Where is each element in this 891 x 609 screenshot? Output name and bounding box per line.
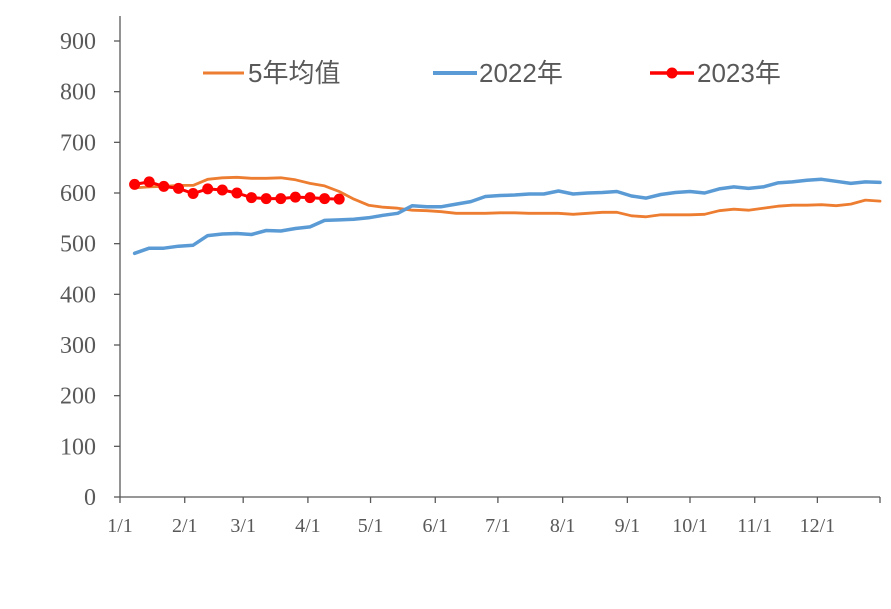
x-tick-label: 10/1 xyxy=(672,515,708,537)
y-tick-label: 700 xyxy=(60,130,96,156)
series-line-avg5 xyxy=(133,175,882,219)
x-tick-label: 12/1 xyxy=(800,515,836,537)
legend-item-2023: 2023年 xyxy=(650,58,781,88)
data-point-y2023 xyxy=(289,191,301,203)
legend-marker-2023 xyxy=(666,67,678,79)
x-tick-label: 6/1 xyxy=(422,515,448,537)
legend-label-2023: 2023年 xyxy=(697,58,781,88)
data-point-y2023 xyxy=(173,182,184,194)
y-tick-label: 300 xyxy=(60,333,96,359)
plot-area xyxy=(129,175,882,256)
data-point-y2023 xyxy=(246,192,257,204)
axes xyxy=(119,16,880,498)
series-line-y2022 xyxy=(132,177,882,256)
data-point-y2023 xyxy=(216,184,228,196)
data-point-y2023 xyxy=(231,187,243,199)
x-tick-label: 8/1 xyxy=(550,515,576,537)
data-point-y2023 xyxy=(129,178,141,190)
y-tick-label: 500 xyxy=(60,232,96,258)
legend-label-2022: 2022年 xyxy=(479,58,563,88)
legend-label-avg5: 5年均值 xyxy=(248,58,340,88)
legend-item-2022: 2022年 xyxy=(433,58,563,88)
y-tick-label: 900 xyxy=(60,29,96,55)
data-point-y2023 xyxy=(187,188,199,199)
x-axis-ticks: 1/1 2/1 3/1 4/1 5/1 6/1 7/1 8/1 9/1 10/1 11/1 12/1 xyxy=(107,497,881,537)
data-point-y2023 xyxy=(260,193,272,205)
y-tick-label: 100 xyxy=(60,434,96,460)
data-point-y2023 xyxy=(158,180,170,192)
x-tick-label: 4/1 xyxy=(295,515,321,537)
x-tick-label: 1/1 xyxy=(107,515,133,537)
data-point-y2023 xyxy=(319,193,331,205)
legend-item-avg5: 5年均值 xyxy=(203,58,340,88)
x-tick-label: 9/1 xyxy=(615,515,641,537)
y-tick-label: 600 xyxy=(60,181,96,207)
y-tick-label: 200 xyxy=(60,384,96,410)
x-tick-label: 7/1 xyxy=(485,515,511,537)
data-point-y2023 xyxy=(275,193,287,205)
x-tick-label: 3/1 xyxy=(230,515,256,537)
data-point-y2023 xyxy=(333,193,345,205)
data-point-y2023 xyxy=(202,183,214,195)
y-tick-label: 800 xyxy=(60,80,96,106)
y-tick-label: 0 xyxy=(84,485,96,511)
x-tick-label: 11/1 xyxy=(737,515,772,537)
y-axis-ticks: 0 100 200 300 400 500 600 700 800 900 xyxy=(60,29,120,511)
x-tick-label: 5/1 xyxy=(358,515,384,537)
data-point-y2023 xyxy=(304,192,316,204)
x-tick-label: 2/1 xyxy=(172,515,198,537)
data-point-y2023 xyxy=(143,176,155,188)
y-tick-label: 400 xyxy=(60,282,96,308)
legend: 5年均值 2022年 2023年 xyxy=(203,58,781,88)
